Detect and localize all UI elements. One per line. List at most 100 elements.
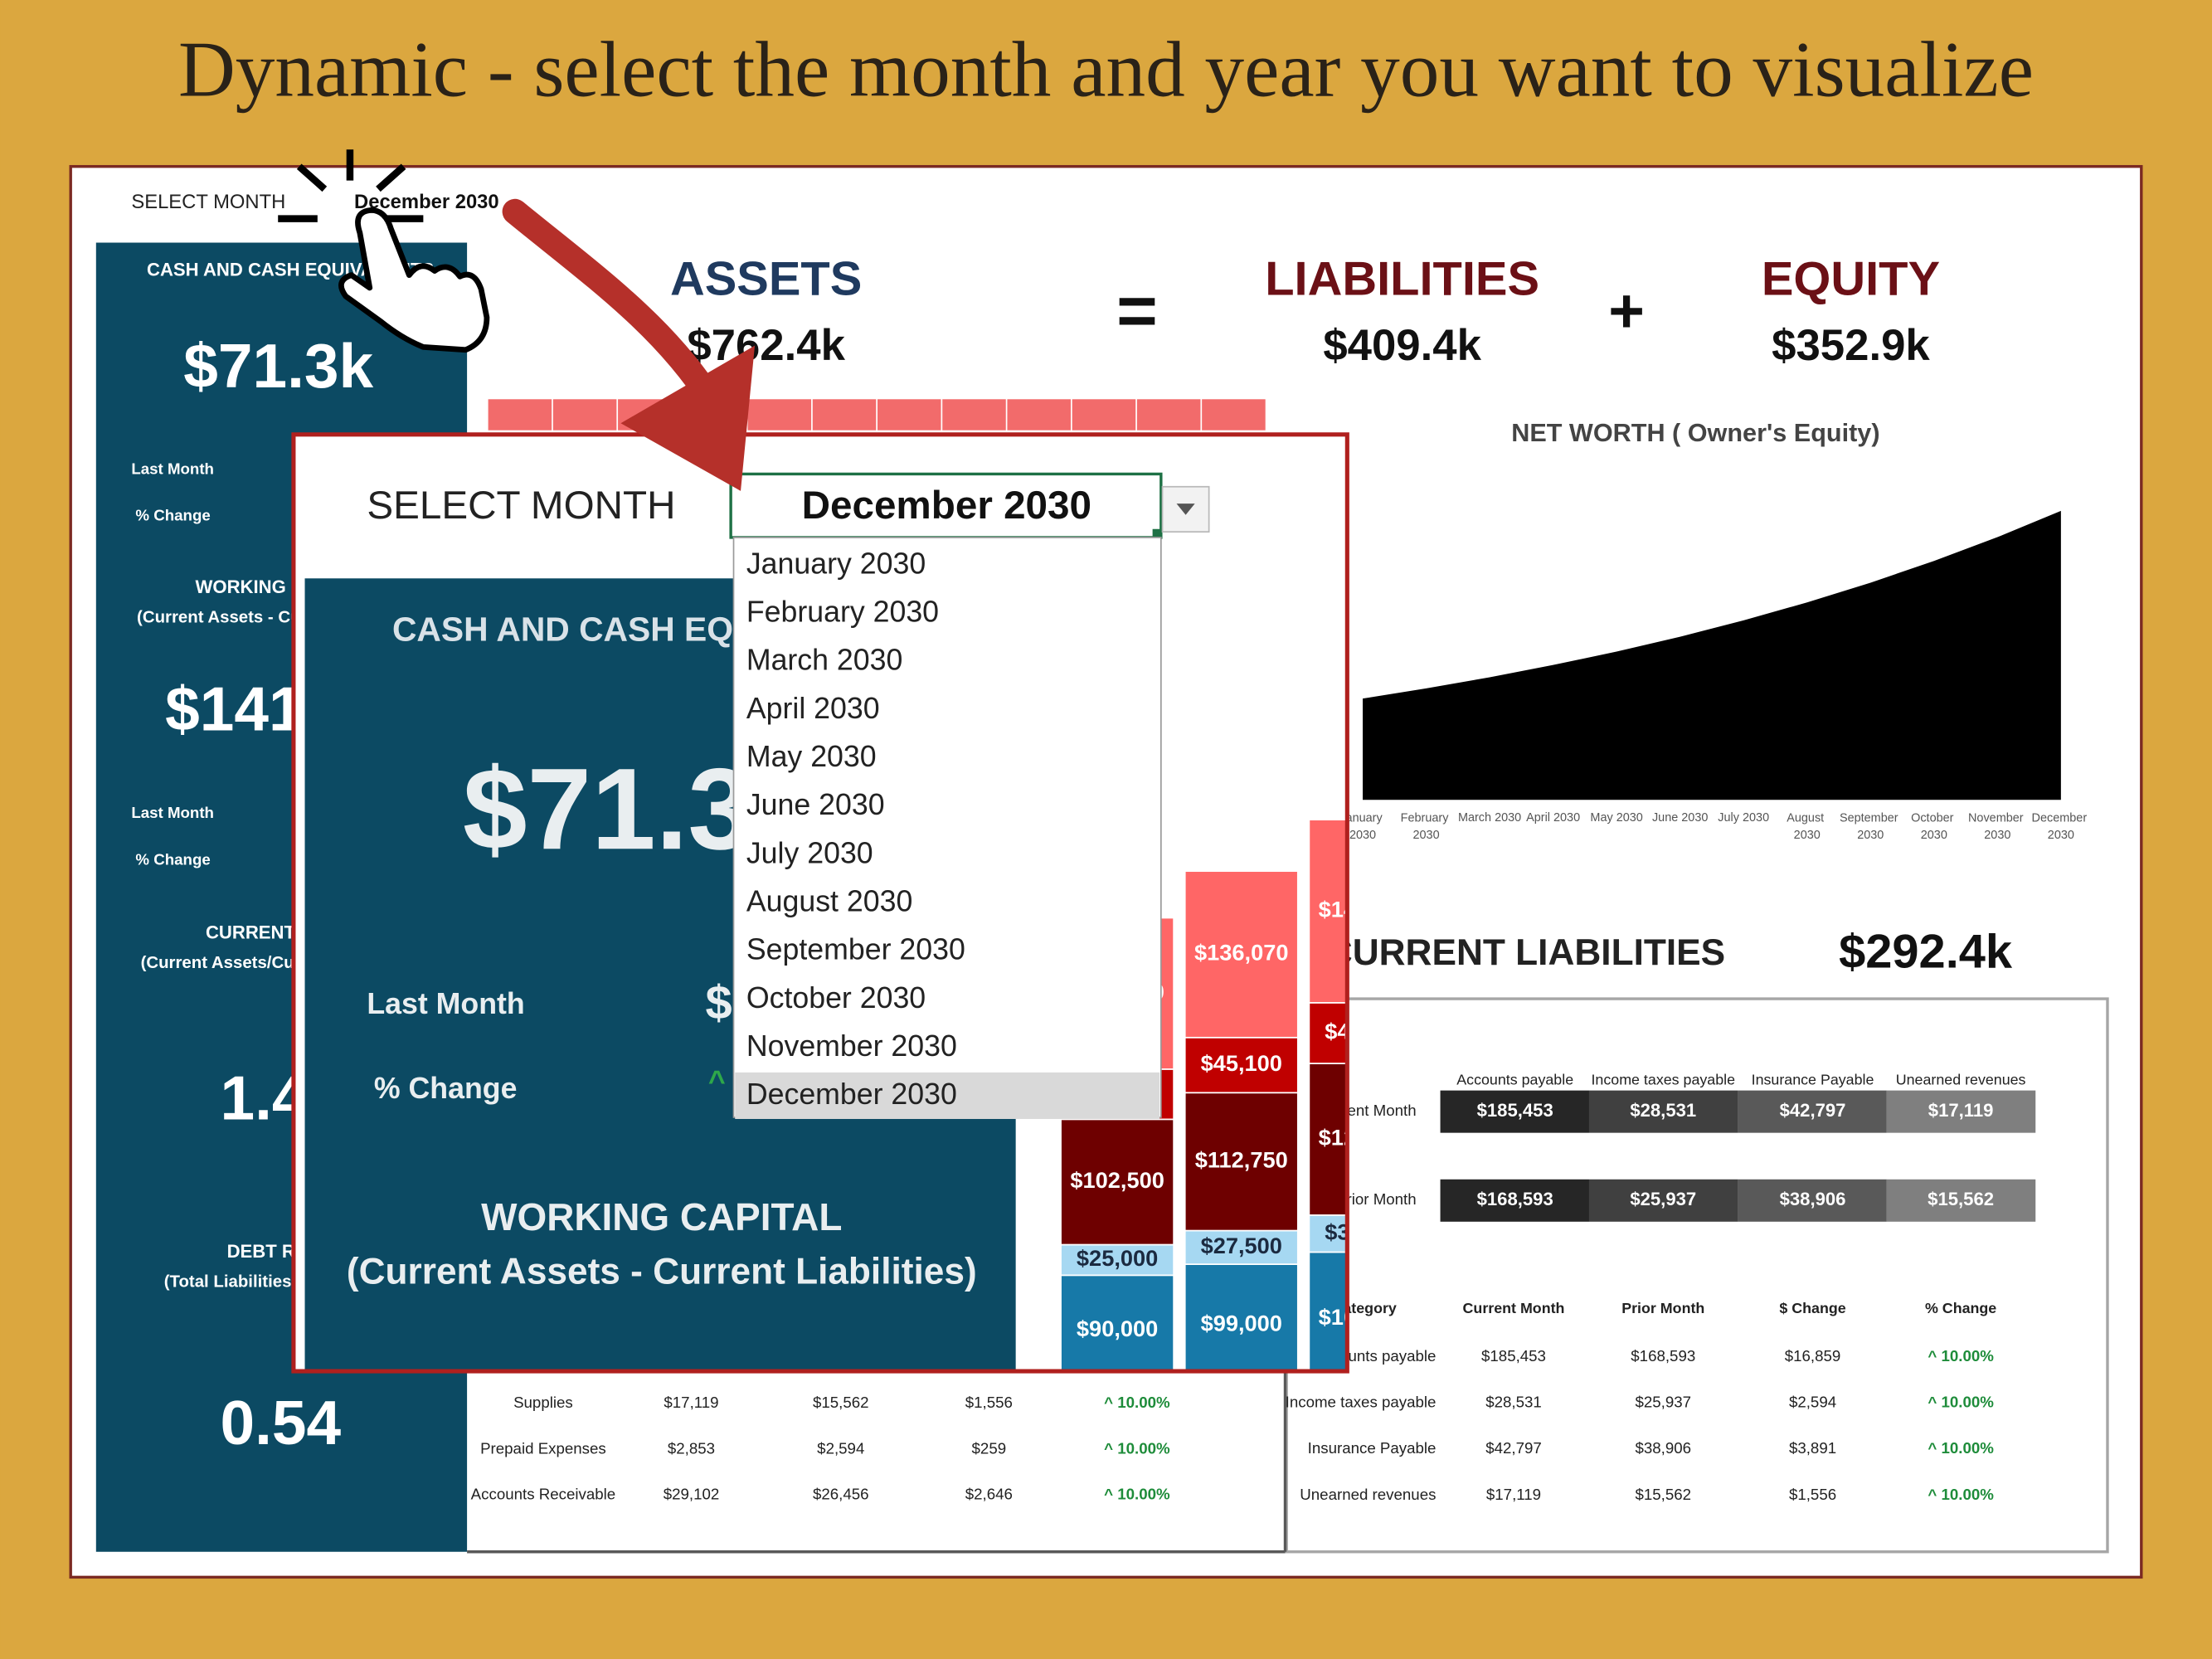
strip-cell bbox=[552, 399, 617, 431]
cell-value: $28,531 bbox=[1630, 1100, 1696, 1121]
area bbox=[1363, 510, 2061, 800]
kpi-title: WORKING CAPITAL bbox=[481, 1195, 842, 1238]
table-cell: $168,593 bbox=[1631, 1347, 1695, 1365]
bar-segment bbox=[1184, 1263, 1299, 1372]
bar-segment bbox=[1184, 1229, 1299, 1265]
strip-cell bbox=[942, 399, 1006, 431]
table-cell: $17,119 bbox=[1486, 1486, 1541, 1503]
table-cell: $28,531 bbox=[1485, 1394, 1542, 1411]
cell-value: $185,453 bbox=[1477, 1100, 1553, 1121]
dropdown-option[interactable]: May 2030 bbox=[746, 740, 877, 773]
x-tick-label: May 2030 bbox=[1590, 811, 1642, 825]
bar-segment bbox=[1308, 1214, 1348, 1253]
dropdown-option[interactable]: October 2030 bbox=[746, 981, 926, 1014]
table-cell: $16,859 bbox=[1785, 1347, 1841, 1365]
column-header: Unearned revenues bbox=[1896, 1071, 2026, 1087]
bar-segment bbox=[1308, 1251, 1348, 1372]
dropdown-option[interactable]: April 2030 bbox=[746, 692, 880, 725]
bar-cell bbox=[1886, 1179, 2036, 1222]
dropdown-option[interactable]: March 2030 bbox=[746, 644, 903, 677]
strip-cell bbox=[1202, 399, 1266, 431]
assets-value: $762.4k bbox=[687, 321, 845, 370]
strip-cell bbox=[1136, 399, 1201, 431]
table-header: Prior Month bbox=[1621, 1300, 1704, 1316]
kpi-label: % Change bbox=[135, 850, 210, 868]
bar-cell bbox=[1886, 1090, 2036, 1133]
table-cell: $15,562 bbox=[813, 1394, 869, 1411]
kpi-value: 0.54 bbox=[220, 1388, 341, 1457]
click-ray bbox=[376, 163, 406, 192]
bar-label: $102,500 bbox=[1070, 1167, 1164, 1193]
table-cell: $25,937 bbox=[1635, 1394, 1691, 1411]
bar-segment bbox=[1184, 870, 1299, 1039]
table-cell: $2,646 bbox=[965, 1486, 1013, 1503]
cell-handle bbox=[1152, 528, 1161, 538]
section-title: CURRENT LIABILITIES bbox=[1326, 932, 1725, 973]
table-cell: $1,556 bbox=[965, 1394, 1013, 1411]
current-assets-table: Supplies $17,119 $15,562 $1,556 ^ 10.00% Prep… bbox=[471, 1394, 1170, 1503]
bar-segment bbox=[1060, 1274, 1174, 1372]
zoom-inset: SELECT MONTH CASH AND CASH EQUIVALENTS $… bbox=[293, 434, 1412, 1372]
table-cell: ^ 10.00% bbox=[1928, 1347, 1994, 1365]
dropdown-option[interactable]: June 2030 bbox=[746, 788, 885, 821]
bar-label: $124,025 bbox=[1319, 1125, 1412, 1151]
click-cursor bbox=[278, 149, 490, 353]
strip-cell bbox=[877, 399, 941, 431]
bar-segment bbox=[1060, 1243, 1174, 1277]
x-tick-label: June 2030 bbox=[1652, 811, 1708, 825]
dropdown-value[interactable]: December 2030 bbox=[802, 484, 1091, 528]
dropdown-option[interactable]: January 2030 bbox=[746, 547, 926, 580]
cell-value: $17,119 bbox=[1928, 1100, 1994, 1121]
bar-segment bbox=[1308, 1002, 1348, 1064]
table-cell: $185,453 bbox=[1481, 1347, 1546, 1365]
dropdown-options: January 2030 February 2030 March 2030 April… bbox=[735, 547, 1160, 1119]
table-cell: Income taxes payable bbox=[1286, 1394, 1437, 1411]
equity-label: EQUITY bbox=[1762, 252, 1940, 305]
table-cell: ^ 10.00% bbox=[1928, 1486, 1994, 1503]
dropdown-option[interactable]: February 2030 bbox=[746, 596, 939, 629]
zoom-frame bbox=[291, 432, 1349, 1374]
equals-sign: = bbox=[1116, 271, 1158, 350]
bar-cell bbox=[1738, 1179, 1887, 1222]
strip-cell bbox=[812, 399, 877, 431]
dropdown-option[interactable]: September 2030 bbox=[746, 933, 965, 966]
table-cell: $42,797 bbox=[1485, 1439, 1542, 1457]
table-cell: $26,456 bbox=[813, 1486, 869, 1503]
section-total: $292.4k bbox=[1839, 926, 2013, 979]
bar-segment bbox=[1184, 1036, 1299, 1094]
dropdown-option[interactable]: August 2030 bbox=[746, 885, 913, 918]
table-cell: ^ 10.00% bbox=[1928, 1394, 1994, 1411]
strip-cell bbox=[1007, 399, 1071, 431]
kpi-label: % Change bbox=[374, 1072, 518, 1105]
kpi-value: $141 bbox=[165, 674, 303, 743]
strip-cell bbox=[488, 399, 552, 431]
x-tick-label: October 2030 bbox=[1911, 811, 1957, 841]
column-header: Accounts payable bbox=[1456, 1071, 1573, 1087]
table-cell: ^ 10.00% bbox=[1104, 1439, 1170, 1457]
chart-title: NET WORTH ( Owner's Equity) bbox=[1511, 419, 1879, 447]
column-header: Insurance Payable bbox=[1752, 1071, 1874, 1087]
kpi-label: Last Month bbox=[131, 804, 214, 821]
strip-cell bbox=[1072, 399, 1136, 431]
bar-label: $136,070 bbox=[1194, 940, 1288, 966]
dropdown-list bbox=[732, 537, 1162, 1118]
bar-cell bbox=[1440, 1090, 1589, 1133]
x-tick-label: July 2030 bbox=[1718, 811, 1769, 825]
cell-value: $25,937 bbox=[1630, 1189, 1696, 1209]
bar-label: $30,250 bbox=[1325, 1219, 1406, 1244]
table-cell: Unearned revenues bbox=[1300, 1486, 1436, 1503]
table-cell: ^ 10.00% bbox=[1104, 1394, 1170, 1411]
bar-label: $25,000 bbox=[1077, 1245, 1158, 1271]
dropdown-option[interactable]: July 2030 bbox=[746, 836, 873, 869]
x-tick-label: November 2030 bbox=[1968, 811, 2027, 841]
bar-label: $49,610 bbox=[1325, 1019, 1406, 1044]
arrow-shaft bbox=[502, 198, 726, 415]
click-ray bbox=[296, 163, 328, 192]
table-cell: ^ 10.00% bbox=[1104, 1486, 1170, 1503]
dropdown-option[interactable]: November 2030 bbox=[746, 1029, 957, 1063]
cell-value: $38,906 bbox=[1780, 1189, 1846, 1209]
net-worth-chart: January 2030 February 2030 March 2030 April… bbox=[1339, 510, 2090, 842]
bar-label: $27,500 bbox=[1201, 1233, 1282, 1258]
dropdown-option[interactable]: December 2030 bbox=[746, 1078, 957, 1111]
